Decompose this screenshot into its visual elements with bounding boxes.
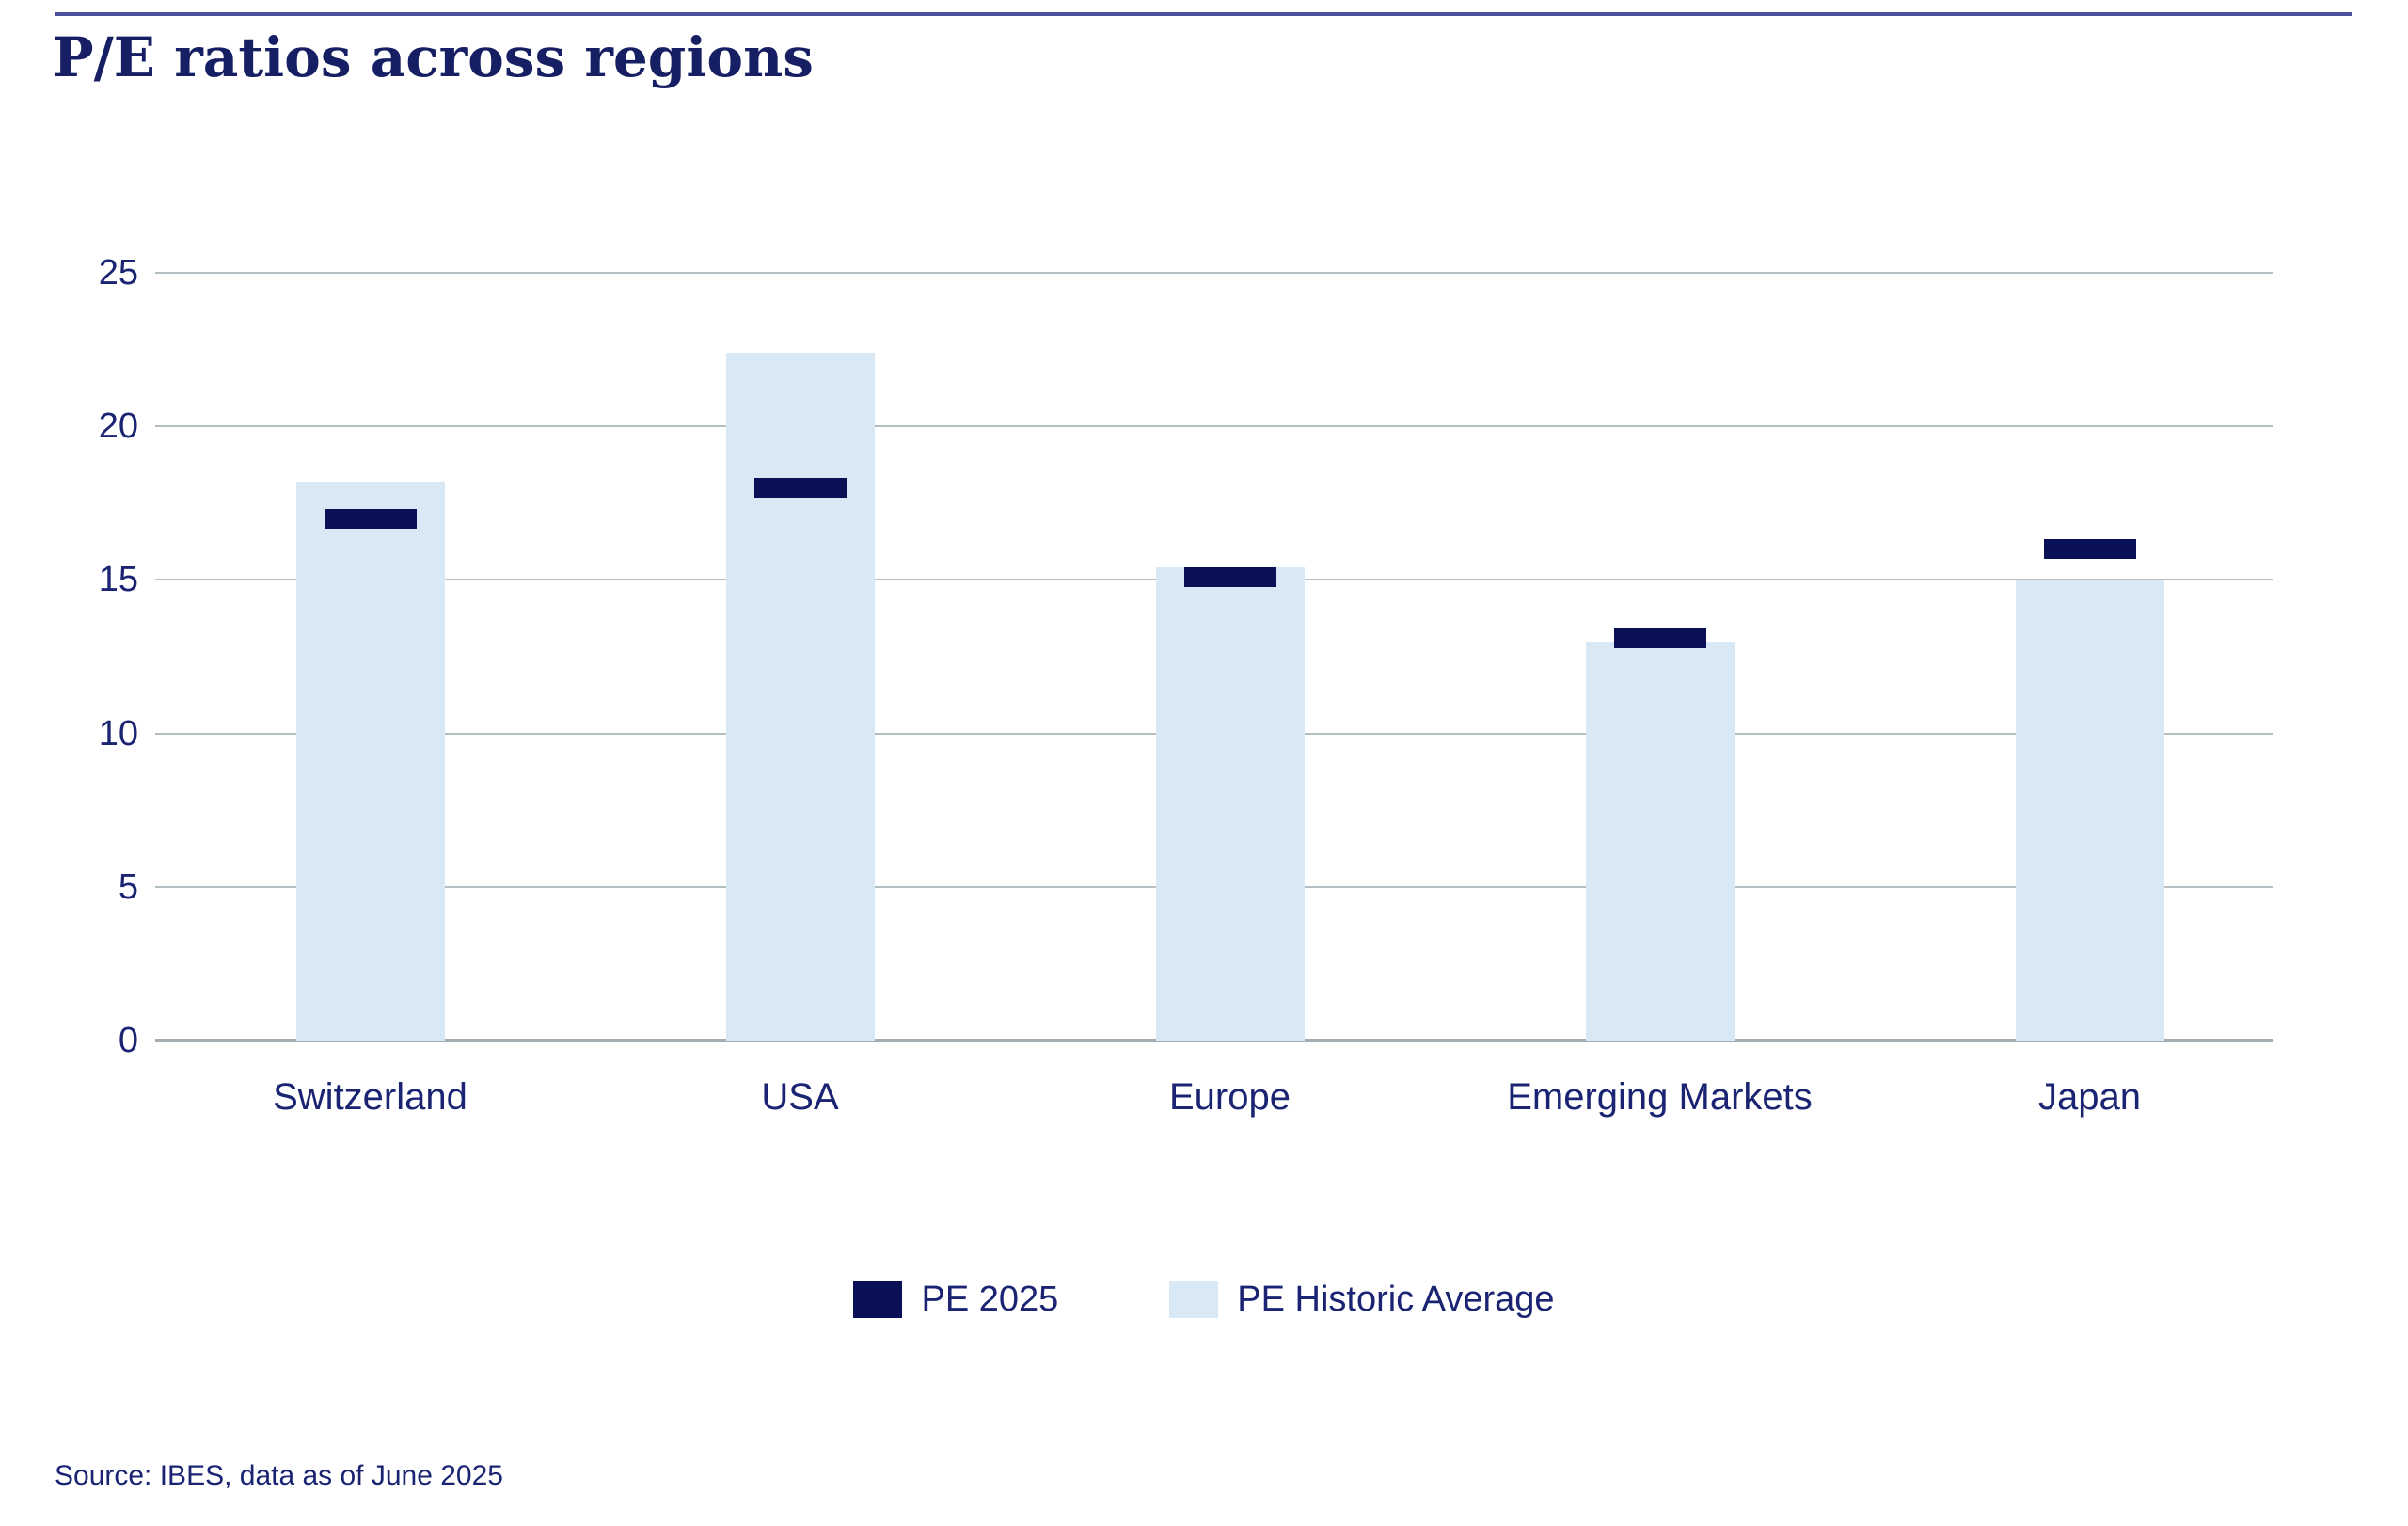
x-axis-labels: Switzerland USA Europe Emerging Markets Japa… bbox=[155, 1041, 2305, 1119]
pe-2025-marker-switzerland bbox=[324, 508, 417, 529]
pe-2025-marker-japan bbox=[2043, 539, 2136, 560]
historic-average-bar-europe bbox=[1155, 567, 1305, 1041]
pe-2025-marker-usa bbox=[753, 477, 847, 498]
x-tick-label-switzerland: Switzerland bbox=[273, 1076, 467, 1118]
y-tick-label-0: 0 bbox=[118, 1021, 138, 1060]
plot-area: 0 5 10 15 20 25 Switzerland USA Europe Emerging M… bbox=[99, 253, 2273, 1118]
x-tick-label-emerging-markets: Emerging Markets bbox=[1507, 1076, 1813, 1118]
bar-group-switzerland bbox=[155, 273, 585, 1041]
historic-average-bar-switzerland bbox=[295, 481, 445, 1041]
bar-group-europe bbox=[1015, 273, 1445, 1041]
y-tick-label-10: 10 bbox=[98, 713, 138, 754]
pe-2025-marker-europe bbox=[1183, 566, 1276, 587]
bars-container bbox=[155, 273, 2305, 1041]
chart-legend: PE 2025 PE Historic Average bbox=[0, 1278, 2408, 1321]
gridline-25 bbox=[155, 272, 2273, 274]
y-tick-label-5: 5 bbox=[118, 866, 138, 907]
historic-average-bar-japan bbox=[2015, 580, 2164, 1041]
legend-label-pe-historic-average: PE Historic Average bbox=[1237, 1280, 1555, 1319]
legend-item-pe-historic-average: PE Historic Average bbox=[1169, 1278, 1555, 1321]
x-tick-label-europe: Europe bbox=[1169, 1076, 1291, 1118]
y-tick-label-25: 25 bbox=[98, 253, 138, 293]
top-rule bbox=[55, 12, 2352, 16]
legend-swatch-pe-2025 bbox=[853, 1280, 903, 1318]
source-note: Source: IBES, data as of June 2025 bbox=[55, 1460, 503, 1491]
y-tick-label-20: 20 bbox=[98, 406, 138, 447]
y-tick-label-15: 15 bbox=[98, 560, 138, 600]
historic-average-bar-emerging-markets bbox=[1585, 641, 1735, 1041]
bar-group-usa bbox=[585, 273, 1015, 1041]
x-tick-label-usa: USA bbox=[761, 1076, 839, 1118]
legend-item-pe-2025: PE 2025 bbox=[853, 1278, 1058, 1321]
legend-swatch-pe-historic-average bbox=[1169, 1280, 1219, 1318]
historic-average-bar-usa bbox=[725, 352, 875, 1041]
x-tick-label-japan: Japan bbox=[2038, 1076, 2141, 1118]
bar-group-japan bbox=[1875, 273, 2305, 1041]
x-axis-line bbox=[155, 1039, 2273, 1042]
legend-label-pe-2025: PE 2025 bbox=[921, 1280, 1059, 1319]
pe-2025-marker-emerging-markets bbox=[1613, 628, 1706, 648]
gridline-20 bbox=[155, 425, 2273, 428]
bar-group-emerging-markets bbox=[1445, 273, 1875, 1041]
chart-title: P/E ratios across regions bbox=[53, 25, 814, 89]
